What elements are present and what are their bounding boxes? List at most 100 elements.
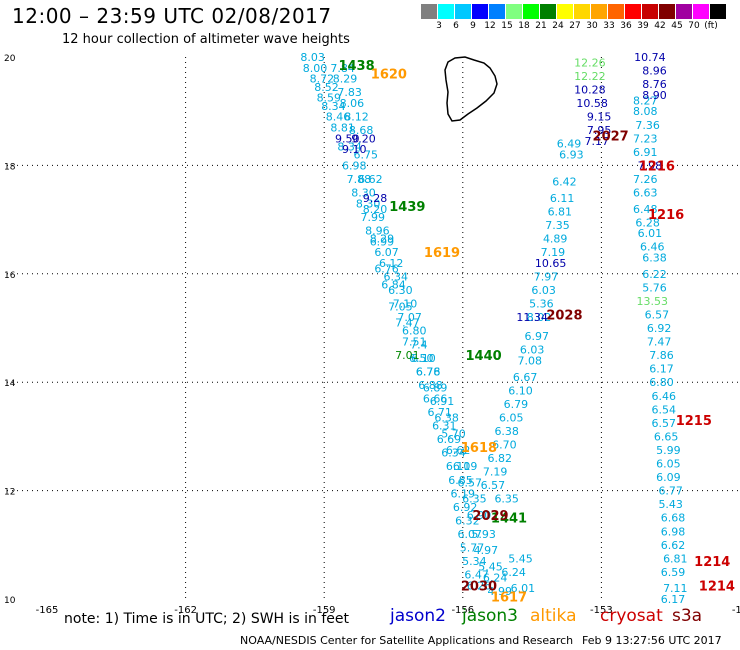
wave-height-label: 6.80 [649, 376, 674, 389]
wave-height-label: 8.29 [370, 233, 395, 246]
wave-height-label: 7.07 [397, 311, 422, 324]
pass-time-label: 1441 [491, 512, 527, 527]
wave-height-label: 6.85 [448, 474, 473, 487]
wave-height-label: 8.52 [314, 81, 339, 94]
wave-height-label: 6.10 [508, 384, 533, 397]
wave-height-label: 6.98 [661, 525, 686, 538]
wave-height-label: 5.70 [441, 428, 466, 441]
legend-label: 12 [484, 21, 496, 31]
wave-height-label: 7.4 [410, 338, 428, 351]
wave-height-label: 7.17 [585, 135, 610, 148]
pass-time-label: 1438 [338, 59, 374, 74]
legend-label: 45 [671, 21, 683, 31]
pass-time-label: 2030 [461, 579, 497, 594]
hawaii-island-outline [444, 56, 498, 122]
wave-height-label: 7.83 [337, 86, 362, 99]
wave-height-label: 6.97 [524, 330, 549, 343]
chart-grid [7, 57, 740, 599]
pass-time-label: 1439 [389, 200, 425, 215]
wave-height-label: 6.79 [504, 398, 529, 411]
legend-swatch [506, 4, 522, 19]
pass-time-label: 1617 [491, 590, 527, 605]
wave-height-label: 10.74 [634, 51, 666, 64]
satellite-jason2: jason2 [390, 606, 446, 626]
wave-height-label: 7.51 [402, 336, 427, 349]
wave-height-label: 7.11 [663, 582, 688, 595]
wave-height-label: 5.34 [462, 555, 487, 568]
wave-height-label: 6.38 [494, 425, 519, 438]
credit-text: NOAA/NESDIS Center for Satellite Applica… [240, 634, 574, 647]
page-subtitle: 12 hour collection of altimeter wave hei… [62, 32, 350, 47]
wave-height-label: 7.01 [395, 349, 420, 362]
wave-height-label: 6.22 [642, 268, 667, 281]
wave-height-label: 6.81 [548, 205, 573, 218]
wave-height-label: 6.67 [513, 371, 538, 384]
wave-height-label: 8.30 [351, 187, 376, 200]
wave-height-label: 8.81 [330, 121, 355, 134]
wave-height-label: 6.65 [654, 430, 679, 443]
wave-height-label: 7.23 [633, 132, 658, 145]
wave-height-label: 4.89 [543, 233, 568, 246]
wave-height-label: 6.05 [499, 411, 524, 424]
legend-label: 27 [569, 21, 581, 31]
wave-height-label: 4.99 [488, 585, 513, 598]
legend-label: 15 [501, 21, 513, 31]
wave-height-label: 7.95 [587, 124, 612, 137]
wave-height-label: 6.19 [451, 487, 476, 500]
pass-time-label: 2029 [472, 509, 508, 524]
wave-height-label: 8.76 [642, 78, 667, 91]
wave-height-label: 8.96 [365, 224, 390, 237]
wave-height-label: 5.43 [658, 498, 683, 511]
y-tick-label: 16 [4, 271, 16, 281]
wave-height-label: 6.50 [409, 352, 434, 365]
wave-height-label: 6.10 [446, 460, 471, 473]
wave-height-label: 6.71 [427, 406, 452, 419]
wave-height-label: 6.34 [384, 271, 409, 284]
wave-height-label: 6.38 [434, 411, 459, 424]
wave-height-label: 6.89 [423, 382, 448, 395]
wave-height-label: 6.03 [531, 284, 556, 297]
wave-height-label: 6.62 [446, 444, 471, 457]
legend-swatch [472, 4, 488, 19]
wave-height-label: 8.46 [326, 111, 351, 124]
wave-height-label: 6.28 [635, 216, 660, 229]
wave-height-label: 8.00 [303, 62, 328, 75]
wave-height-label: 7.47 [395, 317, 420, 330]
legend-label: 39 [637, 21, 649, 31]
pass-time-label: 2028 [546, 308, 582, 323]
pass-time-label: 1618 [461, 441, 497, 456]
legend-swatch [421, 4, 437, 19]
wave-height-label: 5.77 [460, 542, 485, 555]
wave-height-label: 6.03 [520, 344, 545, 357]
legend-label: 6 [453, 21, 459, 31]
y-tick-label: 10 [4, 596, 16, 606]
wave-height-label: 7.97 [534, 271, 559, 284]
wave-height-label: 6.92 [453, 501, 478, 514]
x-tick-label: -159 [313, 605, 336, 616]
pass-time-label: 1619 [424, 246, 460, 261]
wave-height-label: 9.50 [335, 132, 360, 145]
pass-time-label: 1214 [699, 579, 735, 594]
wave-height-label: 6.69 [437, 433, 462, 446]
wave-height-label: 6.75 [354, 149, 379, 162]
legend-swatch [693, 4, 709, 19]
wave-height-label: 6.76 [416, 365, 441, 378]
wave-height-label: 6.82 [488, 452, 513, 465]
legend-label: 70 [688, 21, 700, 31]
wave-height-label: 6.57 [457, 476, 482, 489]
wave-height-label: 7.26 [633, 173, 658, 186]
wave-height-label: 6.24 [501, 566, 526, 579]
wave-height-label: 6.10 [411, 352, 436, 365]
wave-height-label: 8.34 [321, 100, 346, 113]
wave-height-label: 6.24 [483, 571, 508, 584]
wave-height-label: 6.62 [661, 539, 686, 552]
legend-swatch [710, 4, 726, 19]
wave-height-label: 5.99 [656, 444, 681, 457]
wave-height-label: 9.20 [351, 132, 376, 145]
legend-label: (ft) [704, 21, 718, 31]
y-tick-label: 14 [4, 379, 16, 389]
legend-swatch [642, 4, 658, 19]
wave-height-label: 6.62 [358, 173, 383, 186]
wave-height-label: 5.93 [471, 528, 496, 541]
